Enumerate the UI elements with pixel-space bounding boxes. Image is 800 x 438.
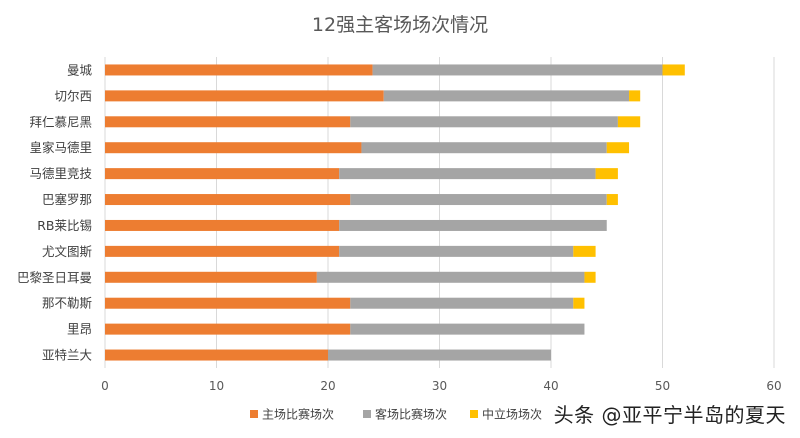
x-tick-label: 0 bbox=[101, 379, 109, 393]
gridlines bbox=[104, 57, 775, 368]
category-label: 尤文图斯 bbox=[42, 244, 92, 259]
bar-segment bbox=[573, 297, 585, 309]
bar-segment bbox=[105, 349, 328, 361]
bar-segment bbox=[629, 90, 641, 102]
bar-segment bbox=[350, 194, 607, 206]
bar-segment bbox=[617, 116, 641, 128]
bar-segment bbox=[350, 323, 585, 335]
bars bbox=[105, 64, 685, 361]
x-tick-label: 20 bbox=[320, 379, 335, 393]
bar-segment bbox=[573, 245, 596, 257]
bar-segment bbox=[105, 64, 373, 76]
category-label: 里昂 bbox=[67, 322, 92, 337]
bar-segment bbox=[105, 142, 362, 154]
category-label: 亚特兰大 bbox=[42, 348, 92, 363]
category-label: 巴黎圣日耳曼 bbox=[17, 270, 92, 285]
bar-segment bbox=[361, 142, 607, 154]
bar-segment bbox=[339, 245, 574, 257]
bar-segment bbox=[350, 116, 618, 128]
bar-segment bbox=[105, 168, 340, 180]
legend-swatch bbox=[363, 410, 371, 418]
bar-segment bbox=[383, 90, 630, 102]
bar-segment bbox=[105, 245, 340, 257]
category-label: 那不勒斯 bbox=[42, 296, 92, 311]
x-tick-label: 50 bbox=[655, 379, 670, 393]
legend-label: 主场比赛场次 bbox=[262, 407, 334, 422]
legend-swatch bbox=[250, 410, 258, 418]
legend-label: 客场比赛场次 bbox=[375, 407, 447, 422]
legend-swatch bbox=[470, 410, 478, 418]
bar-segment bbox=[350, 297, 574, 309]
bar-segment bbox=[606, 142, 630, 154]
bar-segment bbox=[105, 219, 340, 231]
bar-segment bbox=[606, 194, 618, 206]
bar-segment bbox=[339, 168, 596, 180]
category-label: 马德里竞技 bbox=[29, 166, 92, 181]
bar-segment bbox=[105, 194, 351, 206]
bar-segment bbox=[105, 323, 351, 335]
bar-segment bbox=[584, 271, 596, 283]
bar-segment bbox=[328, 349, 551, 361]
chart-title: 12强主客场场次情况 bbox=[312, 14, 488, 36]
watermark-text: 头条 @亚平宁半岛的夏天 bbox=[553, 403, 786, 427]
category-label: 曼城 bbox=[67, 62, 93, 77]
x-tick-label: 30 bbox=[432, 379, 447, 393]
bar-segment bbox=[372, 64, 663, 76]
category-label: 巴塞罗那 bbox=[42, 192, 92, 207]
category-label: 拜仁慕尼黑 bbox=[29, 114, 92, 129]
legend-label: 中立场场次 bbox=[482, 407, 542, 422]
category-label: RB莱比锡 bbox=[37, 218, 92, 233]
category-label: 皇家马德里 bbox=[29, 140, 92, 155]
bar-segment bbox=[316, 271, 585, 283]
x-tick-label: 40 bbox=[543, 379, 558, 393]
x-axis-ticks: 0 10 20 30 40 50 60 bbox=[101, 379, 781, 393]
bar-segment bbox=[105, 297, 351, 309]
bar-segment bbox=[105, 116, 351, 128]
x-tick-label: 10 bbox=[209, 379, 224, 393]
bar-segment bbox=[105, 90, 384, 102]
bar-segment bbox=[662, 64, 685, 76]
bar-segment bbox=[105, 271, 317, 283]
bar-segment bbox=[595, 168, 618, 180]
bar-segment bbox=[339, 219, 607, 231]
x-tick-label: 60 bbox=[766, 379, 781, 393]
legend: 主场比赛场次 客场比赛场次 中立场场次 bbox=[250, 407, 542, 422]
category-label: 切尔西 bbox=[54, 88, 92, 103]
